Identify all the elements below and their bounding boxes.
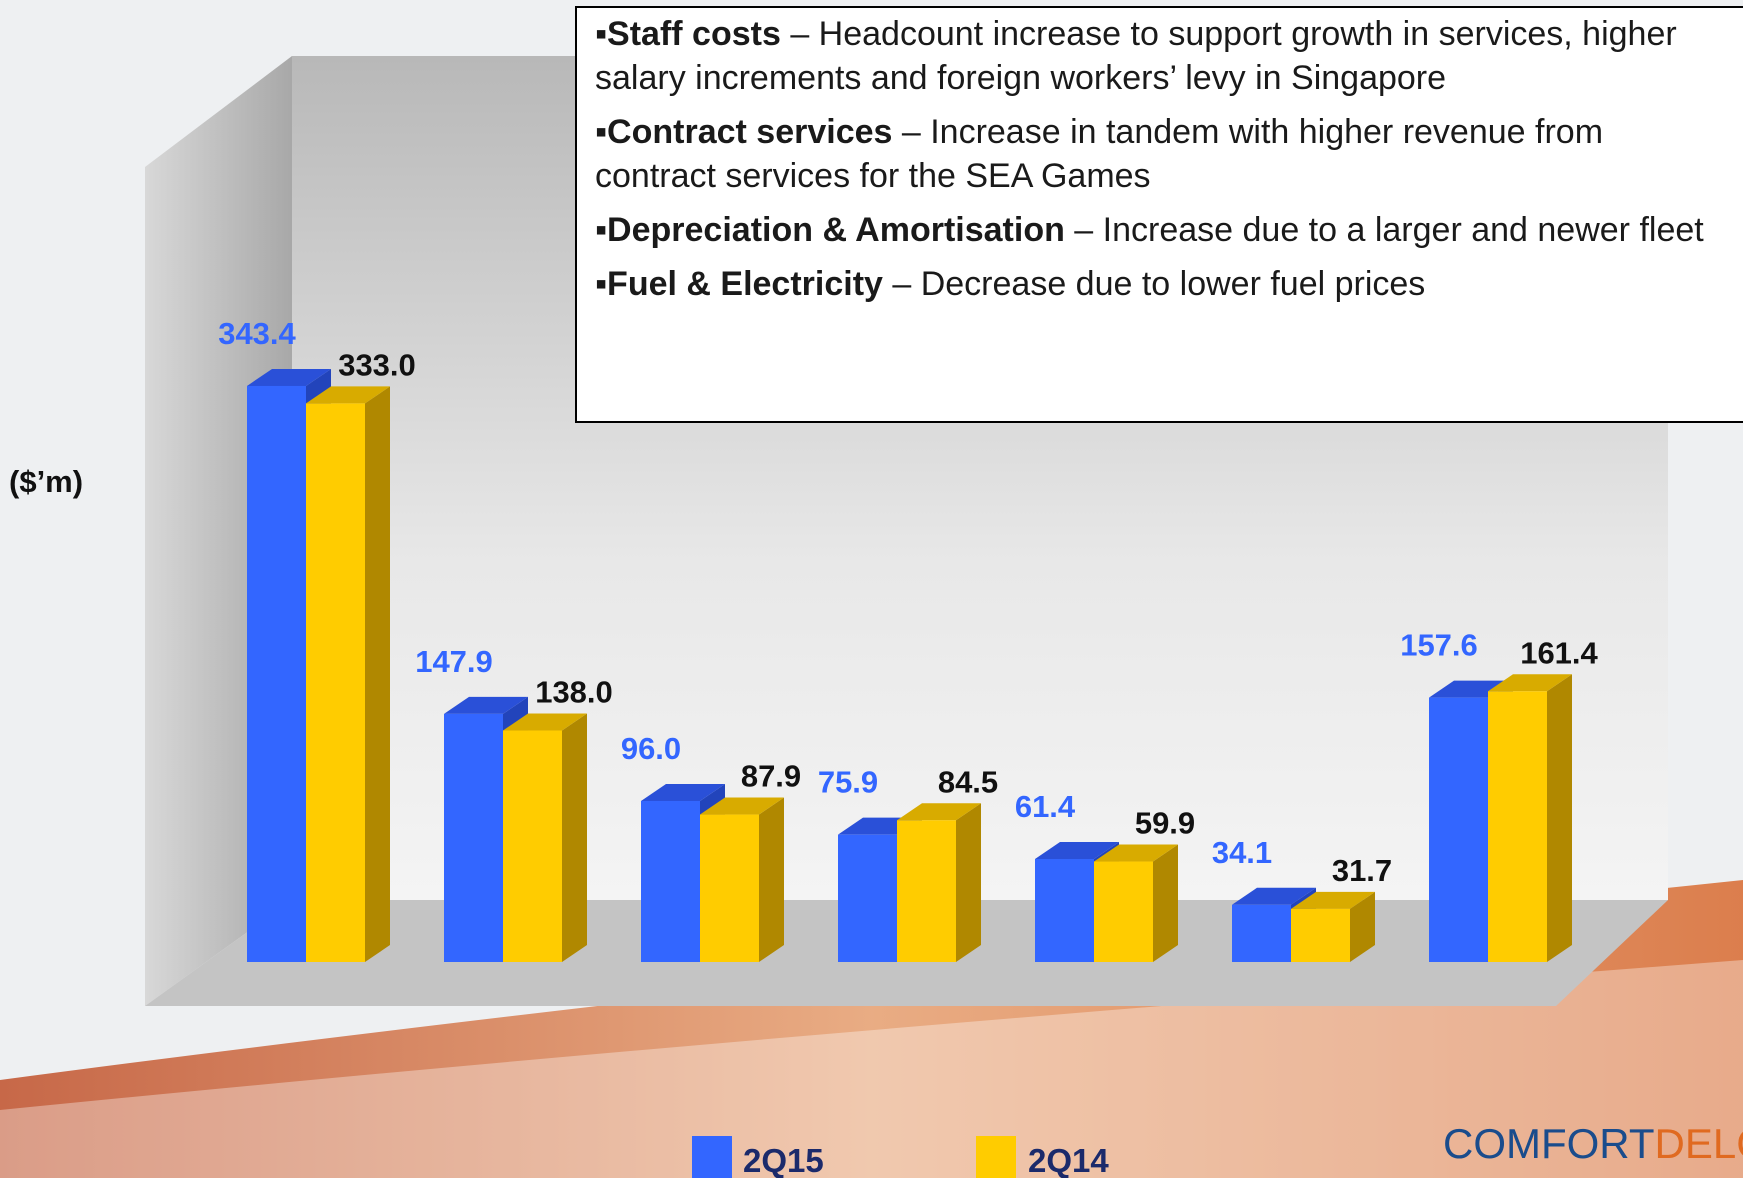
bar-top — [700, 797, 784, 815]
annotation-text: – Headcount increase to support growth i… — [595, 15, 1677, 97]
bar-top — [1232, 887, 1316, 905]
value-label: 87.9 — [741, 759, 801, 794]
bar — [700, 814, 759, 962]
value-label: 157.6 — [1400, 628, 1478, 663]
value-label: 31.7 — [1332, 853, 1392, 888]
bar-side — [562, 713, 587, 962]
value-label: 161.4 — [1520, 635, 1598, 670]
value-label: 96.0 — [621, 731, 681, 766]
annotation-head: ▪Contract services — [595, 113, 893, 151]
bar — [1035, 859, 1094, 962]
bar — [1291, 908, 1350, 962]
swoosh-light — [0, 960, 1743, 1178]
legend-swatch — [976, 1136, 1016, 1178]
legend-label: 2Q15 — [743, 1142, 824, 1178]
annotation-head: ▪Fuel & Electricity — [595, 265, 883, 303]
bar-top — [1094, 844, 1178, 862]
bar-top — [1035, 842, 1119, 860]
value-label: 343.4 — [218, 316, 296, 351]
logo-part: COMFORT — [1443, 1120, 1655, 1167]
bar — [1232, 904, 1291, 962]
y-axis-label: ($’m) — [9, 464, 83, 499]
bar — [503, 730, 562, 962]
value-label: 147.9 — [415, 644, 493, 679]
annotation: ▪Depreciation & Amortisation – Increase … — [595, 208, 1725, 252]
bar-top — [641, 783, 725, 801]
bar-side — [365, 386, 390, 963]
bar — [247, 385, 306, 962]
bar — [444, 713, 503, 962]
bar — [1429, 697, 1488, 962]
value-label: 138.0 — [535, 675, 613, 710]
bar-top — [1291, 891, 1375, 909]
bar — [1094, 861, 1153, 962]
bar-top — [444, 696, 528, 714]
bar — [641, 800, 700, 962]
value-label: 34.1 — [1212, 835, 1272, 870]
bar-top — [503, 713, 587, 731]
bar-top — [897, 803, 981, 821]
annotation-text: – Increase in tandem with higher revenue… — [595, 113, 1604, 195]
annotation-box: ▪Staff costs – Headcount increase to sup… — [575, 6, 1743, 423]
value-label: 84.5 — [938, 764, 998, 799]
logo: COMFORTDELGRO — [1443, 1120, 1743, 1167]
value-label: 61.4 — [1015, 789, 1076, 824]
annotation-text: – Decrease due to lower fuel prices — [882, 265, 1426, 303]
annotation-head: ▪Depreciation & Amortisation — [595, 211, 1065, 249]
value-label: 75.9 — [818, 765, 878, 800]
legend-label: 2Q14 — [1028, 1142, 1109, 1178]
bar-side — [759, 797, 784, 962]
annotation: ▪Fuel & Electricity – Decrease due to lo… — [595, 262, 1725, 306]
annotation: ▪Staff costs – Headcount increase to sup… — [595, 12, 1725, 100]
bar-side — [956, 803, 981, 962]
legend-swatch — [692, 1136, 732, 1178]
bar-side — [1547, 674, 1572, 962]
logo-part: DELGRO — [1655, 1120, 1743, 1167]
value-label: 333.0 — [338, 347, 416, 382]
bar — [897, 820, 956, 962]
bar — [306, 403, 365, 963]
bar — [838, 834, 897, 962]
bar-top — [1488, 674, 1572, 692]
bar-side — [1153, 844, 1178, 962]
annotation-head: ▪Staff costs — [595, 15, 781, 53]
value-label: 59.9 — [1135, 806, 1195, 841]
annotation: ▪Contract services – Increase in tandem … — [595, 110, 1725, 198]
bar-top — [247, 368, 331, 386]
bar-top — [306, 386, 390, 404]
bar-side — [1350, 891, 1375, 962]
annotation-text: – Increase due to a larger and newer fle… — [1064, 211, 1704, 249]
bar — [1488, 691, 1547, 962]
